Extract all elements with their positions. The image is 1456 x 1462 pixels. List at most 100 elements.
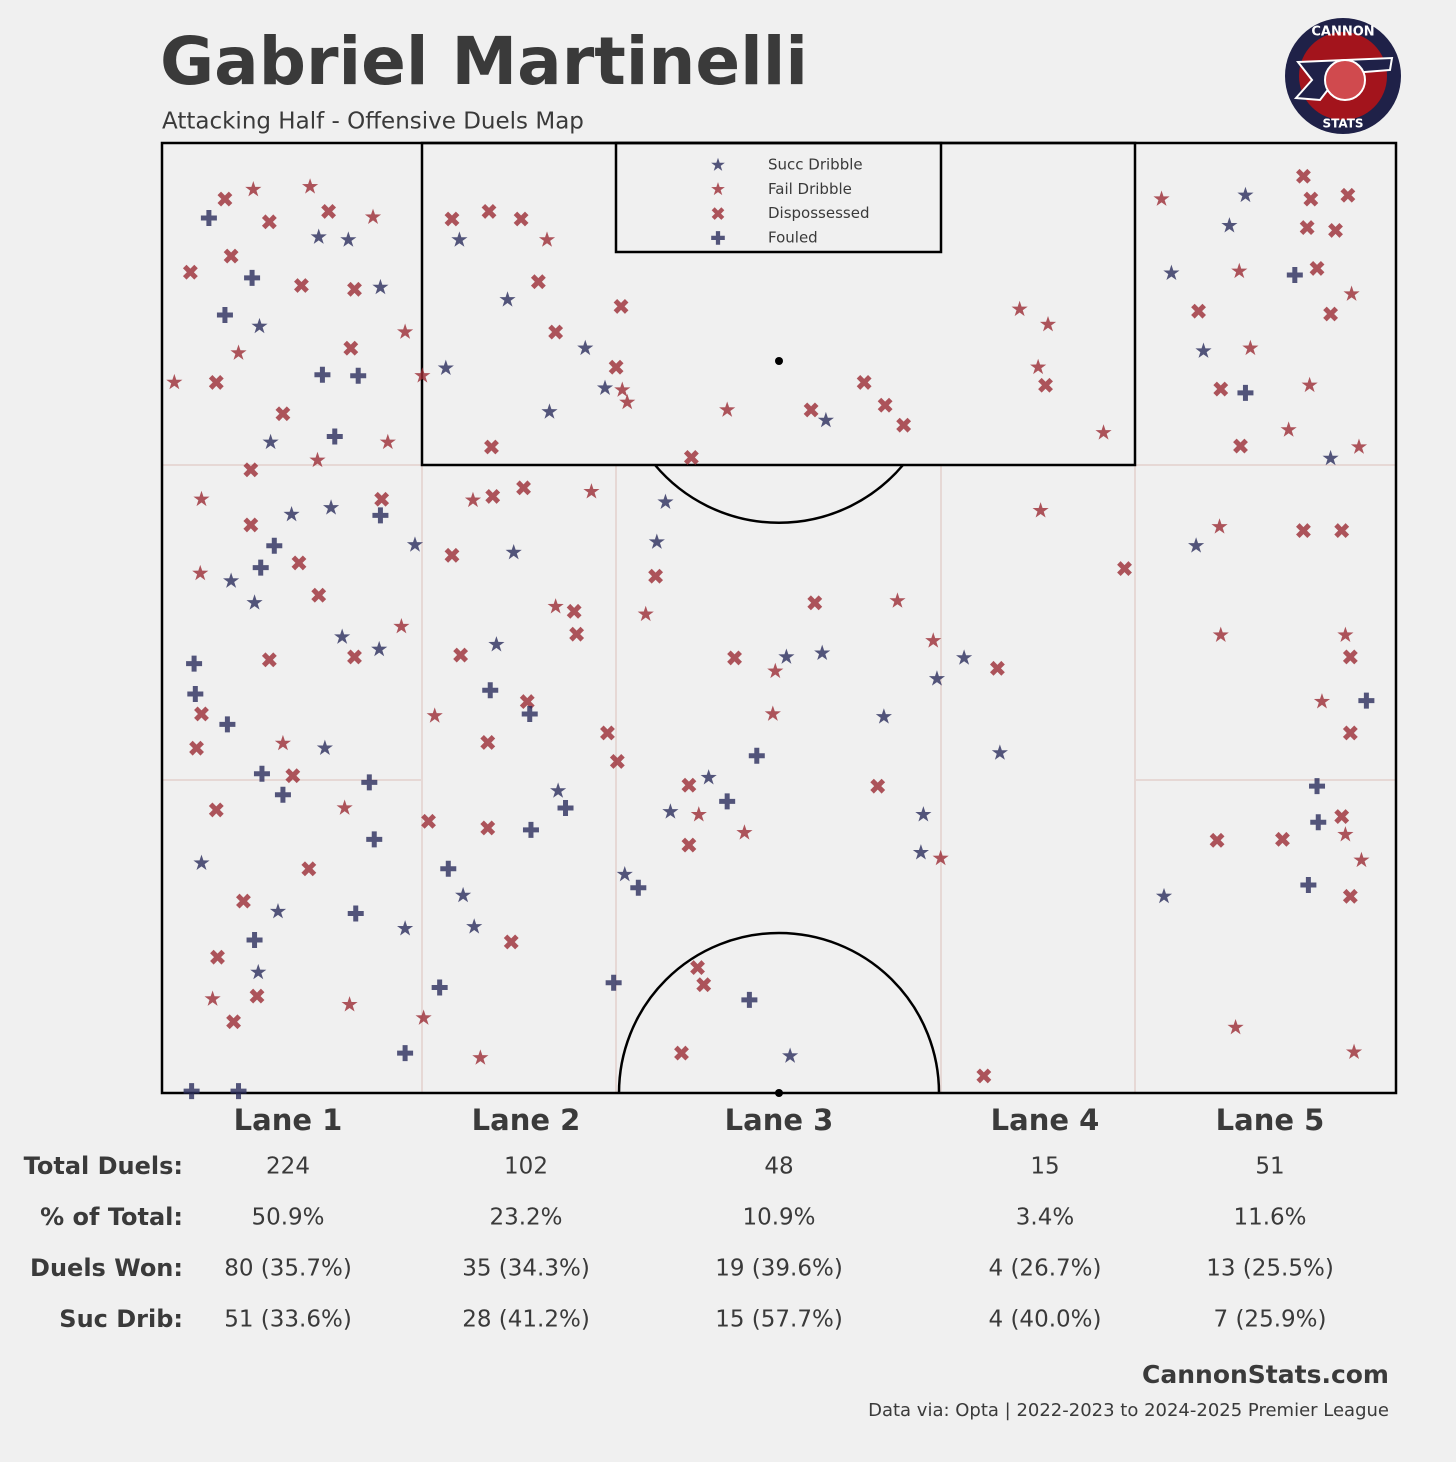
- point: [637, 605, 654, 622]
- point: [397, 1045, 414, 1062]
- point: [266, 537, 283, 554]
- point: [1353, 851, 1370, 868]
- point: [364, 208, 382, 224]
- point: [1211, 518, 1228, 534]
- point: [347, 649, 362, 665]
- point: [326, 428, 343, 445]
- point: [243, 517, 259, 533]
- point: [748, 747, 765, 764]
- point: [932, 849, 949, 866]
- point: [274, 734, 292, 751]
- point: [1334, 809, 1350, 824]
- point: [503, 934, 519, 950]
- point: [415, 1009, 432, 1025]
- point: [614, 381, 631, 397]
- point: [372, 278, 389, 295]
- point: [989, 660, 1005, 676]
- point: [236, 893, 251, 909]
- point: [538, 231, 556, 247]
- point: [1299, 220, 1315, 235]
- point: [681, 837, 697, 853]
- point: [204, 990, 221, 1006]
- point: [371, 640, 388, 657]
- point: [569, 626, 585, 642]
- point: [488, 636, 505, 652]
- point: [1342, 725, 1358, 741]
- lane-label: Lane 5: [1216, 1103, 1325, 1137]
- point: [630, 879, 647, 896]
- point: [253, 765, 270, 782]
- point: [1309, 778, 1326, 795]
- point: [334, 628, 351, 644]
- point: [294, 278, 309, 293]
- point: [285, 768, 301, 784]
- point: [619, 393, 636, 410]
- point: [690, 960, 705, 976]
- point: [1343, 285, 1360, 301]
- point: [807, 595, 823, 611]
- legend-label: Fouled: [768, 228, 818, 246]
- point: [393, 618, 410, 634]
- point: [1213, 381, 1229, 397]
- point: [275, 406, 291, 422]
- point: [1032, 502, 1049, 518]
- row-label: Total Duels:: [24, 1152, 183, 1180]
- table-cell: 50.9%: [251, 1205, 324, 1231]
- point: [444, 211, 460, 227]
- point: [347, 905, 364, 922]
- point: [1242, 339, 1259, 356]
- point: [596, 379, 614, 395]
- pitch: [160, 141, 1398, 1097]
- point: [485, 488, 501, 504]
- point: [455, 886, 472, 903]
- legend-marker: [711, 157, 725, 171]
- point: [269, 903, 287, 919]
- point: [976, 1068, 992, 1084]
- table-cell: 51 (33.6%): [224, 1307, 352, 1333]
- table-cell: 10.9%: [742, 1205, 815, 1231]
- point: [361, 774, 378, 791]
- table-cell: 51: [1255, 1154, 1284, 1180]
- point: [261, 214, 277, 230]
- point: [189, 740, 204, 756]
- point: [426, 707, 443, 723]
- point: [896, 417, 912, 433]
- point: [208, 374, 224, 390]
- point: [316, 739, 333, 756]
- point: [374, 491, 390, 507]
- point: [1237, 384, 1254, 401]
- point: [472, 1049, 489, 1065]
- point: [1345, 1043, 1363, 1060]
- point: [741, 991, 758, 1008]
- point: [309, 451, 326, 468]
- point: [431, 979, 448, 996]
- point: [505, 543, 522, 560]
- point: [251, 317, 268, 334]
- point: [991, 744, 1008, 760]
- point: [719, 793, 736, 810]
- point: [261, 652, 277, 668]
- point: [925, 632, 942, 648]
- point: [814, 644, 831, 661]
- point: [1117, 561, 1132, 577]
- legend-label: Succ Dribble: [768, 156, 863, 174]
- point: [877, 397, 893, 413]
- point: [522, 821, 539, 838]
- table-cell: 13 (25.5%): [1206, 1256, 1334, 1282]
- point: [1334, 523, 1350, 539]
- table-cell: 19 (39.6%): [715, 1256, 843, 1282]
- point: [613, 298, 629, 314]
- point: [550, 782, 567, 798]
- point: [499, 291, 516, 307]
- table-cell: 4 (40.0%): [989, 1307, 1102, 1333]
- point: [274, 786, 291, 803]
- point: [719, 401, 736, 417]
- logo-text: CANNON: [1311, 25, 1374, 40]
- point: [291, 555, 307, 571]
- point: [194, 706, 209, 722]
- point: [340, 231, 357, 247]
- point: [1227, 1018, 1244, 1035]
- point: [1209, 832, 1225, 848]
- point: [1286, 267, 1303, 284]
